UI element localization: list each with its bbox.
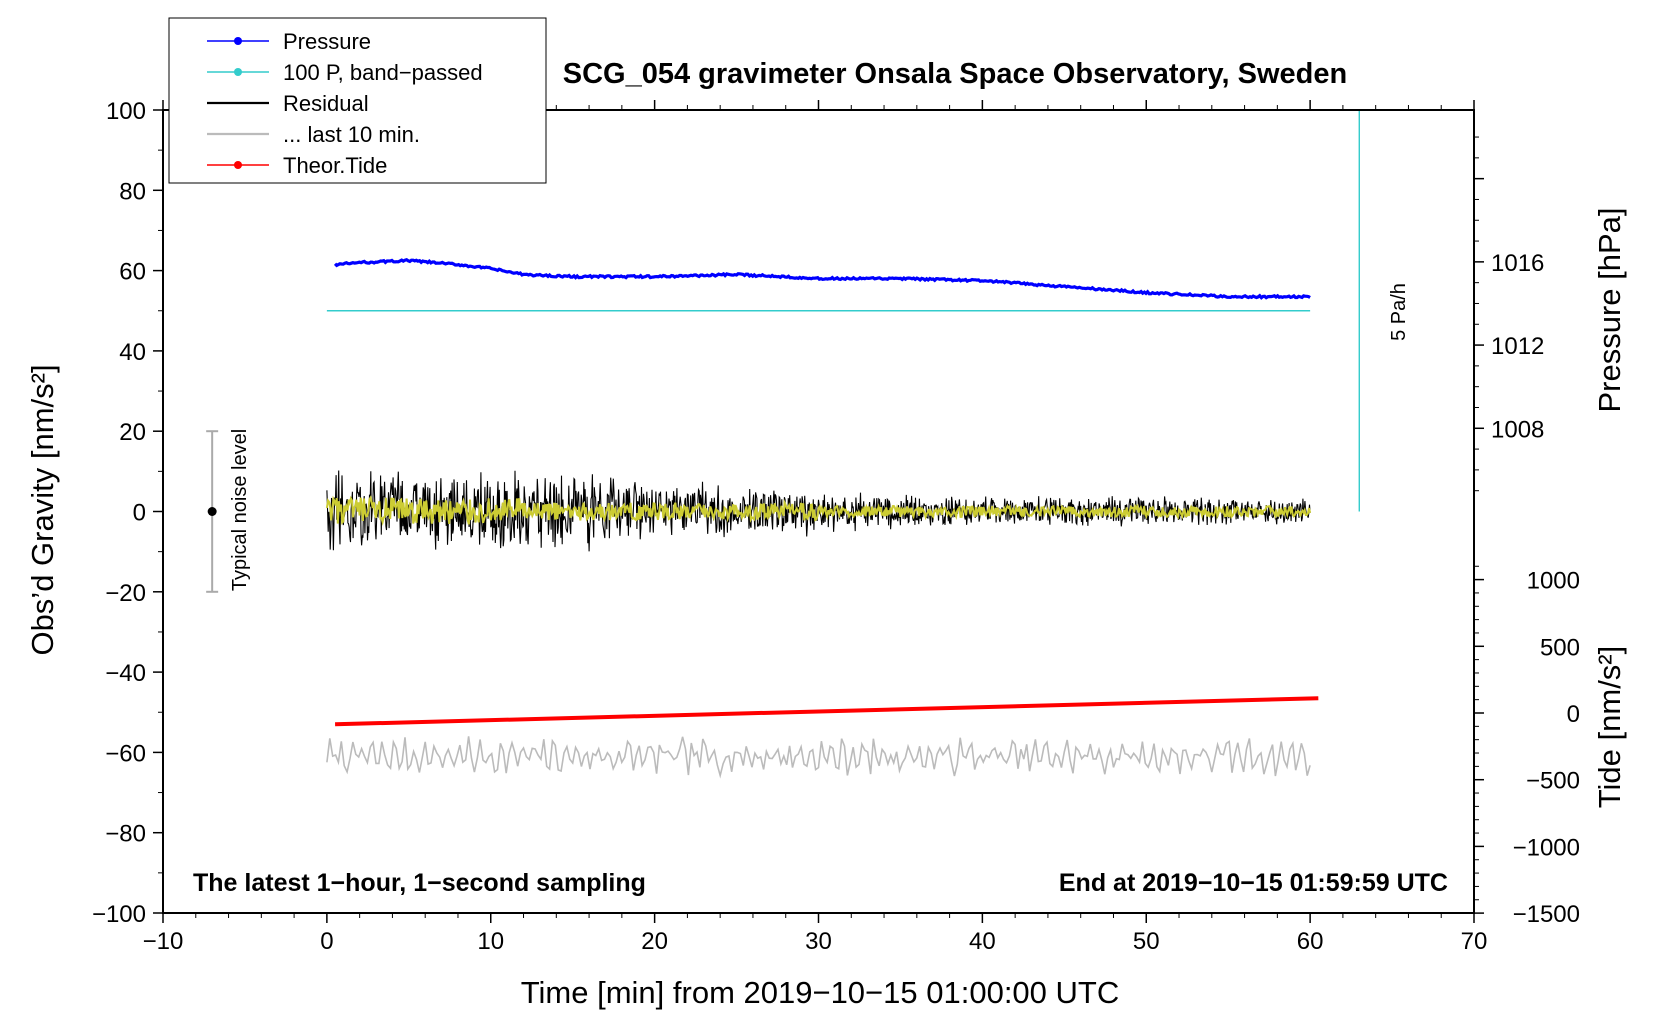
legend-label: 100 P, band−passed: [283, 60, 483, 85]
y-tick-label: −60: [105, 740, 146, 767]
y-tick-label: −100: [92, 901, 146, 928]
y-tick-label: 20: [119, 419, 146, 446]
legend-entry: Residual: [207, 91, 369, 116]
pressure-tick-label: 1016: [1491, 250, 1544, 277]
legend-entry: 100 P, band−passed: [207, 60, 483, 85]
legend: Pressure 100 P, band−passed Residual ... la…: [168, 17, 547, 184]
plot-area: [206, 110, 1360, 779]
y-axis-label-tide: Tide [nm/s²]: [1592, 646, 1627, 809]
y-tick-label: 40: [119, 339, 146, 366]
y-tick-label: 100: [106, 98, 146, 125]
series-residual: [326, 470, 1311, 552]
pressure-tick-label: 1012: [1491, 333, 1544, 360]
series-theoretical-tide: [335, 696, 1319, 727]
series-last-10-min: [326, 736, 1311, 779]
x-tick-label: 10: [477, 928, 504, 955]
legend-entry: Pressure: [207, 29, 371, 54]
y-tick-label: −80: [105, 821, 146, 848]
series-pressure: [333, 257, 1311, 300]
rate-label: 5 Pa/h: [1388, 283, 1410, 341]
annotation-bottom-left: The latest 1−hour, 1−second sampling: [193, 869, 646, 897]
x-tick-label: 20: [641, 928, 668, 955]
y-axis-label-left: Obs’d Gravity [nm/s²]: [25, 364, 60, 655]
tide-tick-label: 1000: [1527, 568, 1580, 595]
y-tick-label: 0: [133, 500, 146, 527]
legend-marker: [234, 68, 242, 76]
legend-box: [168, 17, 547, 184]
series-residual-smoothed: [325, 495, 1312, 526]
legend-entry: Theor.Tide: [207, 153, 387, 178]
x-tick-label: −10: [143, 928, 184, 955]
tide-tick-label: −1500: [1513, 901, 1580, 928]
tide-tick-label: 500: [1540, 634, 1580, 661]
y-tick-label: 60: [119, 259, 146, 286]
pressure-tick-label: 1008: [1491, 416, 1544, 443]
x-tick-label: 40: [969, 928, 996, 955]
y-tick-label: −20: [105, 580, 146, 607]
annotation-bottom-right: End at 2019−10−15 01:59:59 UTC: [1059, 869, 1448, 897]
x-tick-label: 0: [320, 928, 333, 955]
legend-label: Pressure: [283, 29, 371, 54]
x-tick-label: 50: [1133, 928, 1160, 955]
tide-tick-label: −500: [1526, 768, 1580, 795]
y-tick-label: −40: [105, 660, 146, 687]
tide-tick-label: 0: [1567, 701, 1580, 728]
noise-bar-center: [207, 507, 217, 516]
legend-marker: [234, 161, 242, 169]
x-tick-label: 70: [1461, 928, 1488, 955]
legend-marker: [234, 37, 242, 45]
x-tick-label: 60: [1297, 928, 1324, 955]
noise-level-bar: [206, 430, 219, 593]
legend-label: ... last 10 min.: [283, 122, 420, 147]
x-tick-label: 30: [805, 928, 832, 955]
x-axis-label: Time [min] from 2019−10−15 01:00:00 UTC: [521, 975, 1120, 1010]
legend-entry: ... last 10 min.: [207, 122, 420, 147]
noise-level-label: Typical noise level: [229, 429, 251, 591]
legend-label: Residual: [283, 91, 369, 116]
y-axis-label-pressure: Pressure [hPa]: [1592, 207, 1627, 412]
y-tick-label: 80: [119, 178, 146, 205]
legend-label: Theor.Tide: [283, 153, 387, 178]
chart-title: SCG_054 gravimeter Onsala Space Observat…: [563, 58, 1347, 90]
axis-ticks: −10 0 10 20 30 40 50 60 70100806040200−20−40−60−…: [92, 98, 1580, 955]
tide-tick-label: −1000: [1513, 834, 1580, 861]
